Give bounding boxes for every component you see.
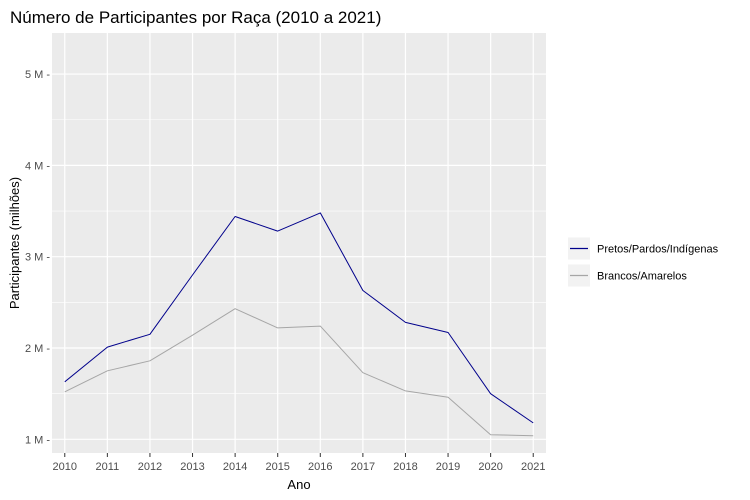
- y-tick-label: 3 M -: [25, 252, 50, 264]
- x-tick-label: 2014: [223, 461, 247, 473]
- x-tick-label: 2012: [138, 461, 162, 473]
- y-axis: 1 M - 2 M - 3 M - 4 M - 5 M -: [25, 69, 50, 446]
- legend-label: Brancos/Amarelos: [597, 271, 687, 283]
- x-tick-label: 2011: [96, 461, 120, 473]
- legend-label: Pretos/Pardos/Indígenas: [597, 244, 719, 256]
- y-tick-label: 4 M -: [25, 160, 50, 172]
- y-tick-label: 1 M -: [25, 434, 50, 446]
- series-lines: [64, 212, 534, 437]
- series-line-1: [64, 212, 534, 424]
- chart-title: Número de Participantes por Raça (2010 a…: [10, 8, 381, 27]
- x-tick-label: 2019: [436, 461, 460, 473]
- y-tick-label: 2 M -: [25, 343, 50, 355]
- x-tick-label: 2015: [265, 461, 289, 473]
- x-tick-label: 2021: [521, 461, 545, 473]
- x-axis: 2010 2011 2012 2013 2014 2015 2016 2017 2018 2019…: [53, 453, 545, 473]
- plot-panel: [52, 33, 546, 453]
- legend-box: [565, 232, 735, 292]
- y-axis-title: Participantes (milhões): [7, 177, 22, 309]
- x-tick-label: 2016: [308, 461, 332, 473]
- x-tick-label: 2018: [393, 461, 417, 473]
- x-tick-label: 2017: [351, 461, 375, 473]
- y-tick-label: 5 M -: [25, 69, 50, 81]
- x-tick-label: 2020: [478, 461, 502, 473]
- series-line-2: [64, 308, 534, 437]
- legend: Pretos/Pardos/Indígenas Brancos/Amarelos: [565, 232, 735, 292]
- x-tick-label: 2010: [53, 461, 77, 473]
- grid-lines: [52, 33, 546, 453]
- x-axis-title: Ano: [287, 477, 310, 492]
- x-tick-label: 2013: [180, 461, 204, 473]
